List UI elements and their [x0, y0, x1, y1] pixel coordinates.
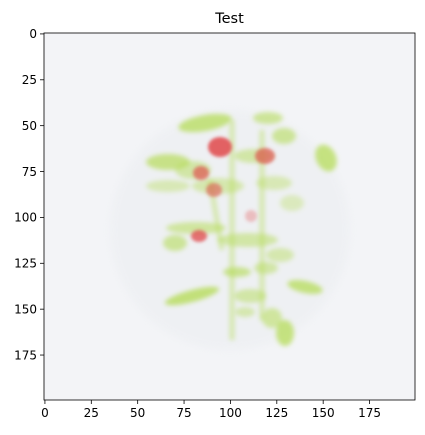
y-tick-label: 150: [14, 302, 37, 316]
y-tick-label: 0: [29, 27, 37, 41]
x-axis: 0 25 50 75 100 125 150 175: [41, 400, 381, 420]
y-axis: 0 25 50 75 100 125 150 175: [14, 27, 44, 362]
y-tick-label: 75: [22, 165, 37, 179]
x-tick-label: 175: [358, 406, 381, 420]
y-tick-label: 100: [14, 211, 37, 225]
x-tick-label: 100: [219, 406, 242, 420]
y-tick-label: 50: [22, 119, 37, 133]
plot-title: Test: [214, 11, 244, 27]
x-tick-label: 0: [41, 406, 49, 420]
x-tick-label: 50: [130, 406, 145, 420]
x-tick-label: 150: [312, 406, 335, 420]
y-tick-label: 25: [22, 73, 37, 87]
y-tick-label: 125: [14, 257, 37, 271]
axes-frame: [43, 32, 416, 401]
flowers: [191, 137, 275, 242]
y-tick-label: 175: [14, 348, 37, 362]
x-tick-label: 75: [176, 406, 191, 420]
x-tick-label: 125: [265, 406, 288, 420]
x-tick-label: 25: [84, 406, 99, 420]
image-area: [44, 33, 415, 400]
